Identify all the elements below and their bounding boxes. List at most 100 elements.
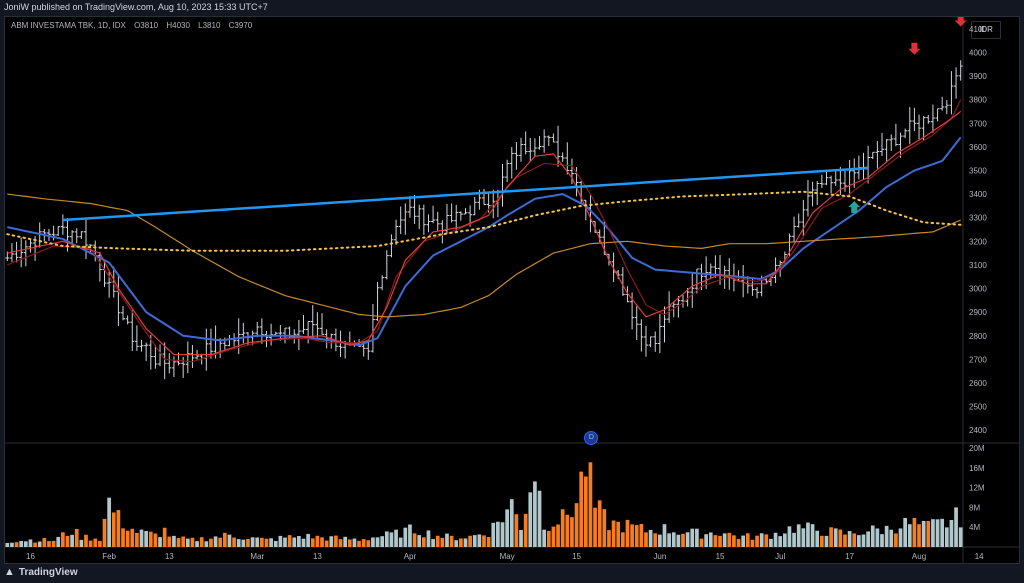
volume-bar (60, 532, 65, 547)
volume-bar (426, 530, 431, 547)
volume-bar (625, 519, 630, 547)
volume-tick-label: 4M (969, 523, 980, 532)
volume-bar (500, 522, 505, 547)
volume-bar (773, 532, 778, 547)
volume-bar (334, 535, 338, 547)
volume-bar (125, 530, 130, 547)
volume-bar (315, 535, 320, 547)
volume-bar (634, 525, 639, 547)
volume-bar (477, 534, 482, 547)
price-tick-label: 2600 (969, 379, 987, 388)
currency-badge[interactable]: IDR (971, 21, 1001, 39)
volume-bar (357, 540, 361, 547)
volume-bar (769, 538, 773, 547)
volume-bar (519, 529, 523, 547)
price-tick-label: 2500 (969, 403, 987, 412)
volume-bar (463, 538, 468, 547)
volume-bar (153, 533, 158, 547)
volume-bar (949, 520, 954, 547)
symbol-legend: ABM INVESTAMA TBK, 1D, IDX O3810 H4030 L… (11, 21, 258, 30)
volume-bar (616, 521, 621, 547)
volume-bar (778, 536, 783, 547)
volume-bar (213, 536, 218, 547)
volume-bar (588, 462, 593, 547)
price-tick-label: 3700 (969, 119, 987, 128)
volume-tick-label: 12M (969, 484, 985, 493)
volume-bar (222, 532, 227, 547)
volume-bar (306, 533, 310, 547)
volume-bar (523, 513, 528, 547)
volume-bar (449, 535, 454, 547)
time-tick-label: Feb (102, 552, 116, 561)
volume-bar (412, 533, 417, 547)
volume-bar (380, 536, 385, 547)
price-volume-chart[interactable]: 2400 2500 2600 2700 2800 2900 3000 3100 3200 3300… (5, 17, 1019, 563)
volume-bar (824, 535, 829, 547)
volume-bar (297, 536, 301, 547)
volume-bar (894, 533, 898, 547)
volume-bar (398, 537, 403, 547)
volume-bar (403, 527, 408, 547)
time-tick-label: 16 (26, 552, 35, 561)
volume-bar (130, 528, 135, 547)
volume-bar (320, 537, 324, 547)
volume-bar (255, 537, 260, 547)
volume-bar (51, 540, 56, 547)
volume-bar (819, 535, 824, 547)
arrow-down-icon (908, 42, 921, 55)
price-tick-label: 3900 (969, 72, 987, 81)
volume-bar (699, 538, 704, 547)
volume-bar (496, 521, 500, 547)
volume-bar (195, 541, 199, 547)
volume-bar (431, 539, 435, 547)
price-tick-label: 3800 (969, 96, 987, 105)
volume-bar (542, 529, 547, 547)
volume-bar (903, 517, 908, 547)
volume-bar (343, 536, 348, 547)
volume-bar (107, 497, 111, 547)
chart-frame[interactable]: ABM INVESTAMA TBK, 1D, IDX O3810 H4030 L… (4, 16, 1020, 564)
volume-bar (727, 532, 732, 547)
dividend-badge[interactable]: D (584, 431, 599, 445)
volume-bar (417, 535, 422, 547)
volume-bar (486, 536, 491, 547)
volume-bar (375, 537, 380, 547)
volume-bar (815, 530, 820, 547)
volume-bar (408, 524, 412, 547)
volume-bar (565, 514, 570, 547)
volume-bar (653, 533, 658, 547)
time-tick-label: 13 (165, 552, 174, 561)
volume-bar (907, 524, 912, 547)
volume-bar (70, 534, 74, 547)
volume-bar (764, 534, 769, 547)
volume-bar (870, 525, 875, 547)
volume-bar (28, 539, 33, 547)
volume-bar (491, 522, 496, 547)
time-tick-label: Mar (250, 552, 264, 561)
legend-open: O3810 (134, 21, 159, 30)
volume-bar (310, 538, 315, 547)
volume-bar (695, 528, 699, 547)
volume-bar (144, 530, 149, 547)
volume-bar (121, 528, 125, 547)
volume-bar (209, 538, 213, 547)
volume-bar (658, 534, 662, 547)
volume-bar (421, 537, 426, 547)
volume-bar (833, 528, 838, 547)
volume-bar (597, 500, 602, 547)
volume-bar (264, 538, 269, 547)
volume-bar (676, 534, 681, 547)
symbol-name: ABM INVESTAMA TBK, 1D, IDX (11, 21, 126, 30)
volume-bar (260, 537, 264, 547)
volume-bar (37, 541, 42, 547)
volume-bar (47, 541, 51, 547)
volume-bar (912, 517, 917, 547)
legend-high: H4030 (166, 21, 190, 30)
volume-bar (514, 514, 519, 547)
volume-bar (273, 540, 278, 547)
volume-bar (329, 536, 334, 547)
volume-bar (88, 540, 93, 547)
volume-bar (176, 538, 181, 547)
volume-bar (722, 533, 727, 547)
volume-tick-label: 8M (969, 503, 980, 512)
